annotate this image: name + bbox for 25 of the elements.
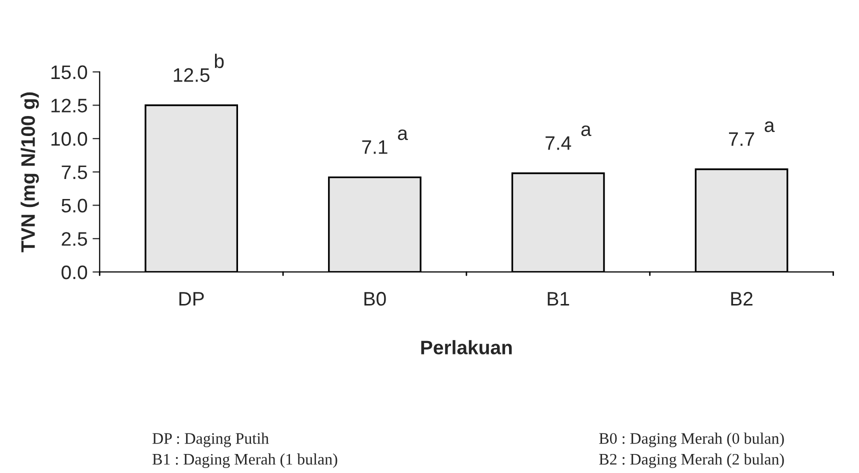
x-tick-label: B2 [731,292,752,306]
x-tick-label: B1 [548,292,570,306]
y-tick-label: 5.0 [62,198,88,213]
text: DP : Daging Putih [152,432,269,448]
x-tick-label: B0 [364,292,386,306]
y-tick-label: 10.0 [51,132,88,146]
data-label: 7.7 [729,132,754,146]
text: B0 : Daging Merah (0 bulan) [599,432,784,448]
y-tick-label: 15.0 [51,65,88,80]
annotation: b [214,54,224,68]
annotation: a [398,129,408,140]
y-axis-title: TVN (mg N/100 g) [20,92,39,252]
data-label: 7.4 [546,136,572,150]
x-tick-label: DP [179,292,204,306]
text: B2 : Daging Merah (2 bulan) [599,453,784,468]
y-tick-label: 0.0 [62,265,88,280]
annotation: a [764,121,775,132]
y-tick-label: 12.5 [51,98,88,112]
y-tick-label: 2.5 [62,232,88,246]
text: B1 : Daging Merah (1 bulan) [152,453,338,468]
data-label: 12.5 [174,68,210,82]
x-axis-title: Perlakuan [421,340,512,354]
annotation: a [581,125,592,136]
data-label: 7.1 [362,140,388,154]
y-tick-label: 7.5 [62,166,88,180]
